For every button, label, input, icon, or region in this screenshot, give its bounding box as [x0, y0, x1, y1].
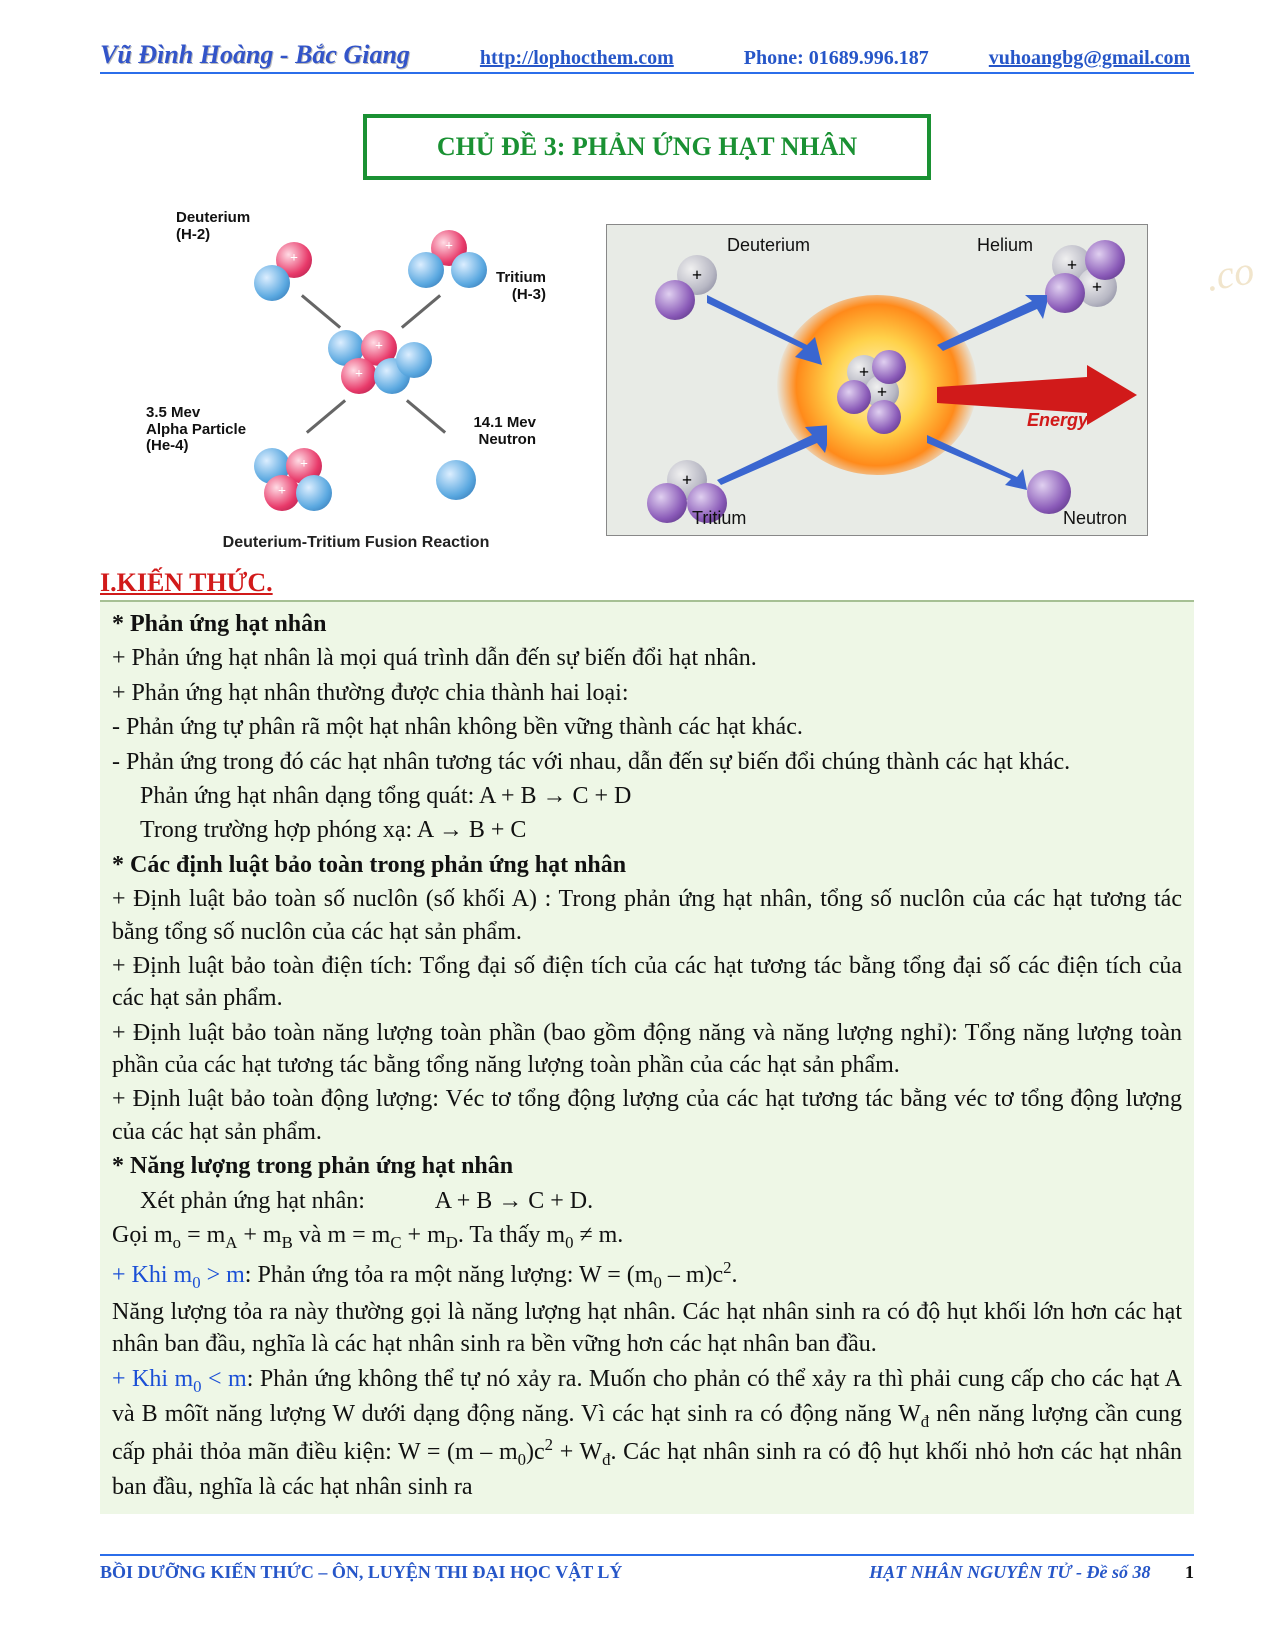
p15-a: + Khi m [112, 1366, 193, 1392]
page-header: Vũ Đình Hoàng - Bắc Giang http://lophoct… [100, 40, 1194, 74]
d2-label-neutron: Neutron [1063, 508, 1127, 529]
site-link[interactable]: http://lophocthem.com [480, 47, 674, 70]
p12-g: ≠ m. [573, 1222, 623, 1248]
chapter-title-box: CHỦ ĐỀ 3: PHẢN ỨNG HẠT NHÂN [363, 114, 931, 180]
d2-core3 [837, 380, 871, 414]
p15-f: + W [553, 1439, 602, 1465]
para-6: Trong trường hợp phóng xạ: A → B + C [112, 814, 1182, 846]
para-14: Năng lượng tỏa ra này thường gọi là năng… [112, 1296, 1182, 1361]
d2-label-deuterium: Deuterium [727, 235, 810, 256]
para-9: + Định luật bảo toàn năng lượng toàn phầ… [112, 1017, 1182, 1082]
section-1-heading: I.KIẾN THỨC. [100, 568, 1194, 598]
d2-arrow-out-top [937, 295, 1047, 355]
content-panel: * Phản ứng hạt nhân + Phản ứng hạt nhân … [100, 600, 1194, 1514]
p13-b: > m [201, 1262, 245, 1288]
subhead-3: * Năng lượng trong phản ứng hạt nhân [112, 1150, 1182, 1182]
d1-label-tritium: Tritium (H-3) [496, 270, 546, 303]
para-12: Gọi mo = mA + mB và m = mC + mD. Ta thấy… [112, 1219, 1182, 1254]
footer-right-text: HẠT NHÂN NGUYÊN TỬ - Đề số 38 [869, 1562, 1150, 1582]
fusion-diagram-1: Deuterium (H-2) Tritium (H-3) 3.5 Mev Al… [146, 210, 566, 550]
subhead-2: * Các định luật bảo toàn trong phản ứng … [112, 849, 1182, 881]
p13-d: – m)c [662, 1262, 723, 1288]
d1-center-p2: + [341, 358, 377, 394]
page-footer: BỒI DƯỠNG KIẾN THỨC – ÔN, LUYỆN THI ĐẠI … [100, 1554, 1194, 1583]
fusion-diagram-2: + + + Deuterium + Tritium + + Helium Neu… [606, 224, 1148, 536]
p13-c: : Phản ứng tỏa ra một năng lượng: W = (m [245, 1262, 654, 1288]
para-8: + Định luật bảo toàn điện tích: Tổng đại… [112, 950, 1182, 1015]
d1-label-neutron: 14.1 Mev Neutron [473, 415, 536, 448]
d2-deu-n [655, 280, 695, 320]
para-13: + Khi m0 > m: Phản ứng tỏa ra một năng l… [112, 1257, 1182, 1294]
p12-e: + m [402, 1222, 446, 1248]
p13-a: + Khi m [112, 1262, 192, 1288]
p15-e: )c [526, 1439, 545, 1465]
footer-left: BỒI DƯỠNG KIẾN THỨC – ÔN, LUYỆN THI ĐẠI … [100, 1562, 622, 1583]
p12-f: . Ta thấy m [458, 1222, 565, 1248]
d1-alpha-n2 [296, 475, 332, 511]
d2-tri-n1 [647, 483, 687, 523]
subhead-1: * Phản ứng hạt nhân [112, 608, 1182, 640]
d2-he-n2 [1085, 240, 1125, 280]
d1-label-deuterium: Deuterium (H-2) [176, 210, 250, 243]
p13-e: . [732, 1262, 738, 1288]
para-2: + Phản ứng hạt nhân thường được chia thà… [112, 677, 1182, 709]
para-15: + Khi m0 < m: Phản ứng không thể tự nó x… [112, 1363, 1182, 1504]
document-page: Vũ Đình Hoàng - Bắc Giang http://lophoct… [0, 0, 1274, 1613]
footer-right: HẠT NHÂN NGUYÊN TỬ - Đề số 38 1 [869, 1562, 1194, 1583]
d1-arrow-out2 [406, 399, 446, 433]
watermark-text: .co [1203, 246, 1258, 301]
d1-tritium-neutron2 [451, 252, 487, 288]
d2-label-tritium: Tritium [692, 508, 746, 529]
diagram-row: Deuterium (H-2) Tritium (H-3) 3.5 Mev Al… [100, 210, 1194, 550]
para-5: Phản ứng hạt nhân dạng tổng quát: A + B … [112, 780, 1182, 812]
p12-a: Gọi m [112, 1222, 173, 1248]
author-name: Vũ Đình Hoàng - Bắc Giang [100, 40, 410, 70]
d2-he-n1 [1045, 273, 1085, 313]
p12-b: = m [181, 1222, 225, 1248]
d2-arrow-out-bot [927, 435, 1027, 490]
d1-arrow-in1 [301, 294, 341, 328]
d1-arrow-in2 [401, 294, 441, 328]
para-11a: Xét phản ứng hạt nhân: [112, 1185, 430, 1217]
d2-core5 [867, 400, 901, 434]
para-11b: A + B → C + D. [435, 1188, 593, 1214]
d2-core4 [872, 350, 906, 384]
para-4: - Phản ứng trong đó các hạt nhân tương t… [112, 746, 1182, 778]
para-11: Xét phản ứng hạt nhân: A + B → C + D. [112, 1185, 1182, 1217]
d1-free-neutron [436, 460, 476, 500]
d2-arrow-in-top [707, 295, 827, 365]
d2-arrow-in-bot [717, 425, 827, 485]
para-1: + Phản ứng hạt nhân là mọi quá trình dẫn… [112, 642, 1182, 674]
d1-tritium-neutron1 [408, 252, 444, 288]
para-3: - Phản ứng tự phân rã một hạt nhân không… [112, 711, 1182, 743]
p15-b: < m [202, 1366, 247, 1392]
d1-center-n3 [396, 342, 432, 378]
phone-text: Phone: 01689.996.187 [744, 47, 929, 70]
page-number: 1 [1185, 1562, 1194, 1582]
d2-label-energy: Energy [1027, 410, 1088, 431]
para-7: + Định luật bảo toàn số nuclôn (số khối … [112, 883, 1182, 948]
d1-deuterium-neutron [254, 265, 290, 301]
d2-label-helium: Helium [977, 235, 1033, 256]
d1-label-alpha: 3.5 Mev Alpha Particle (He-4) [146, 405, 246, 455]
p12-d: và m = m [293, 1222, 391, 1248]
d1-alpha-p2: + [264, 475, 300, 511]
para-10: + Định luật bảo toàn động lượng: Véc tơ … [112, 1083, 1182, 1148]
chapter-title: CHỦ ĐỀ 3: PHẢN ỨNG HẠT NHÂN [437, 132, 857, 161]
d1-arrow-out1 [306, 399, 346, 433]
email-link[interactable]: vuhoangbg@gmail.com [989, 47, 1190, 70]
d1-caption: Deuterium-Tritium Fusion Reaction [146, 534, 566, 552]
p12-c: + m [237, 1222, 281, 1248]
